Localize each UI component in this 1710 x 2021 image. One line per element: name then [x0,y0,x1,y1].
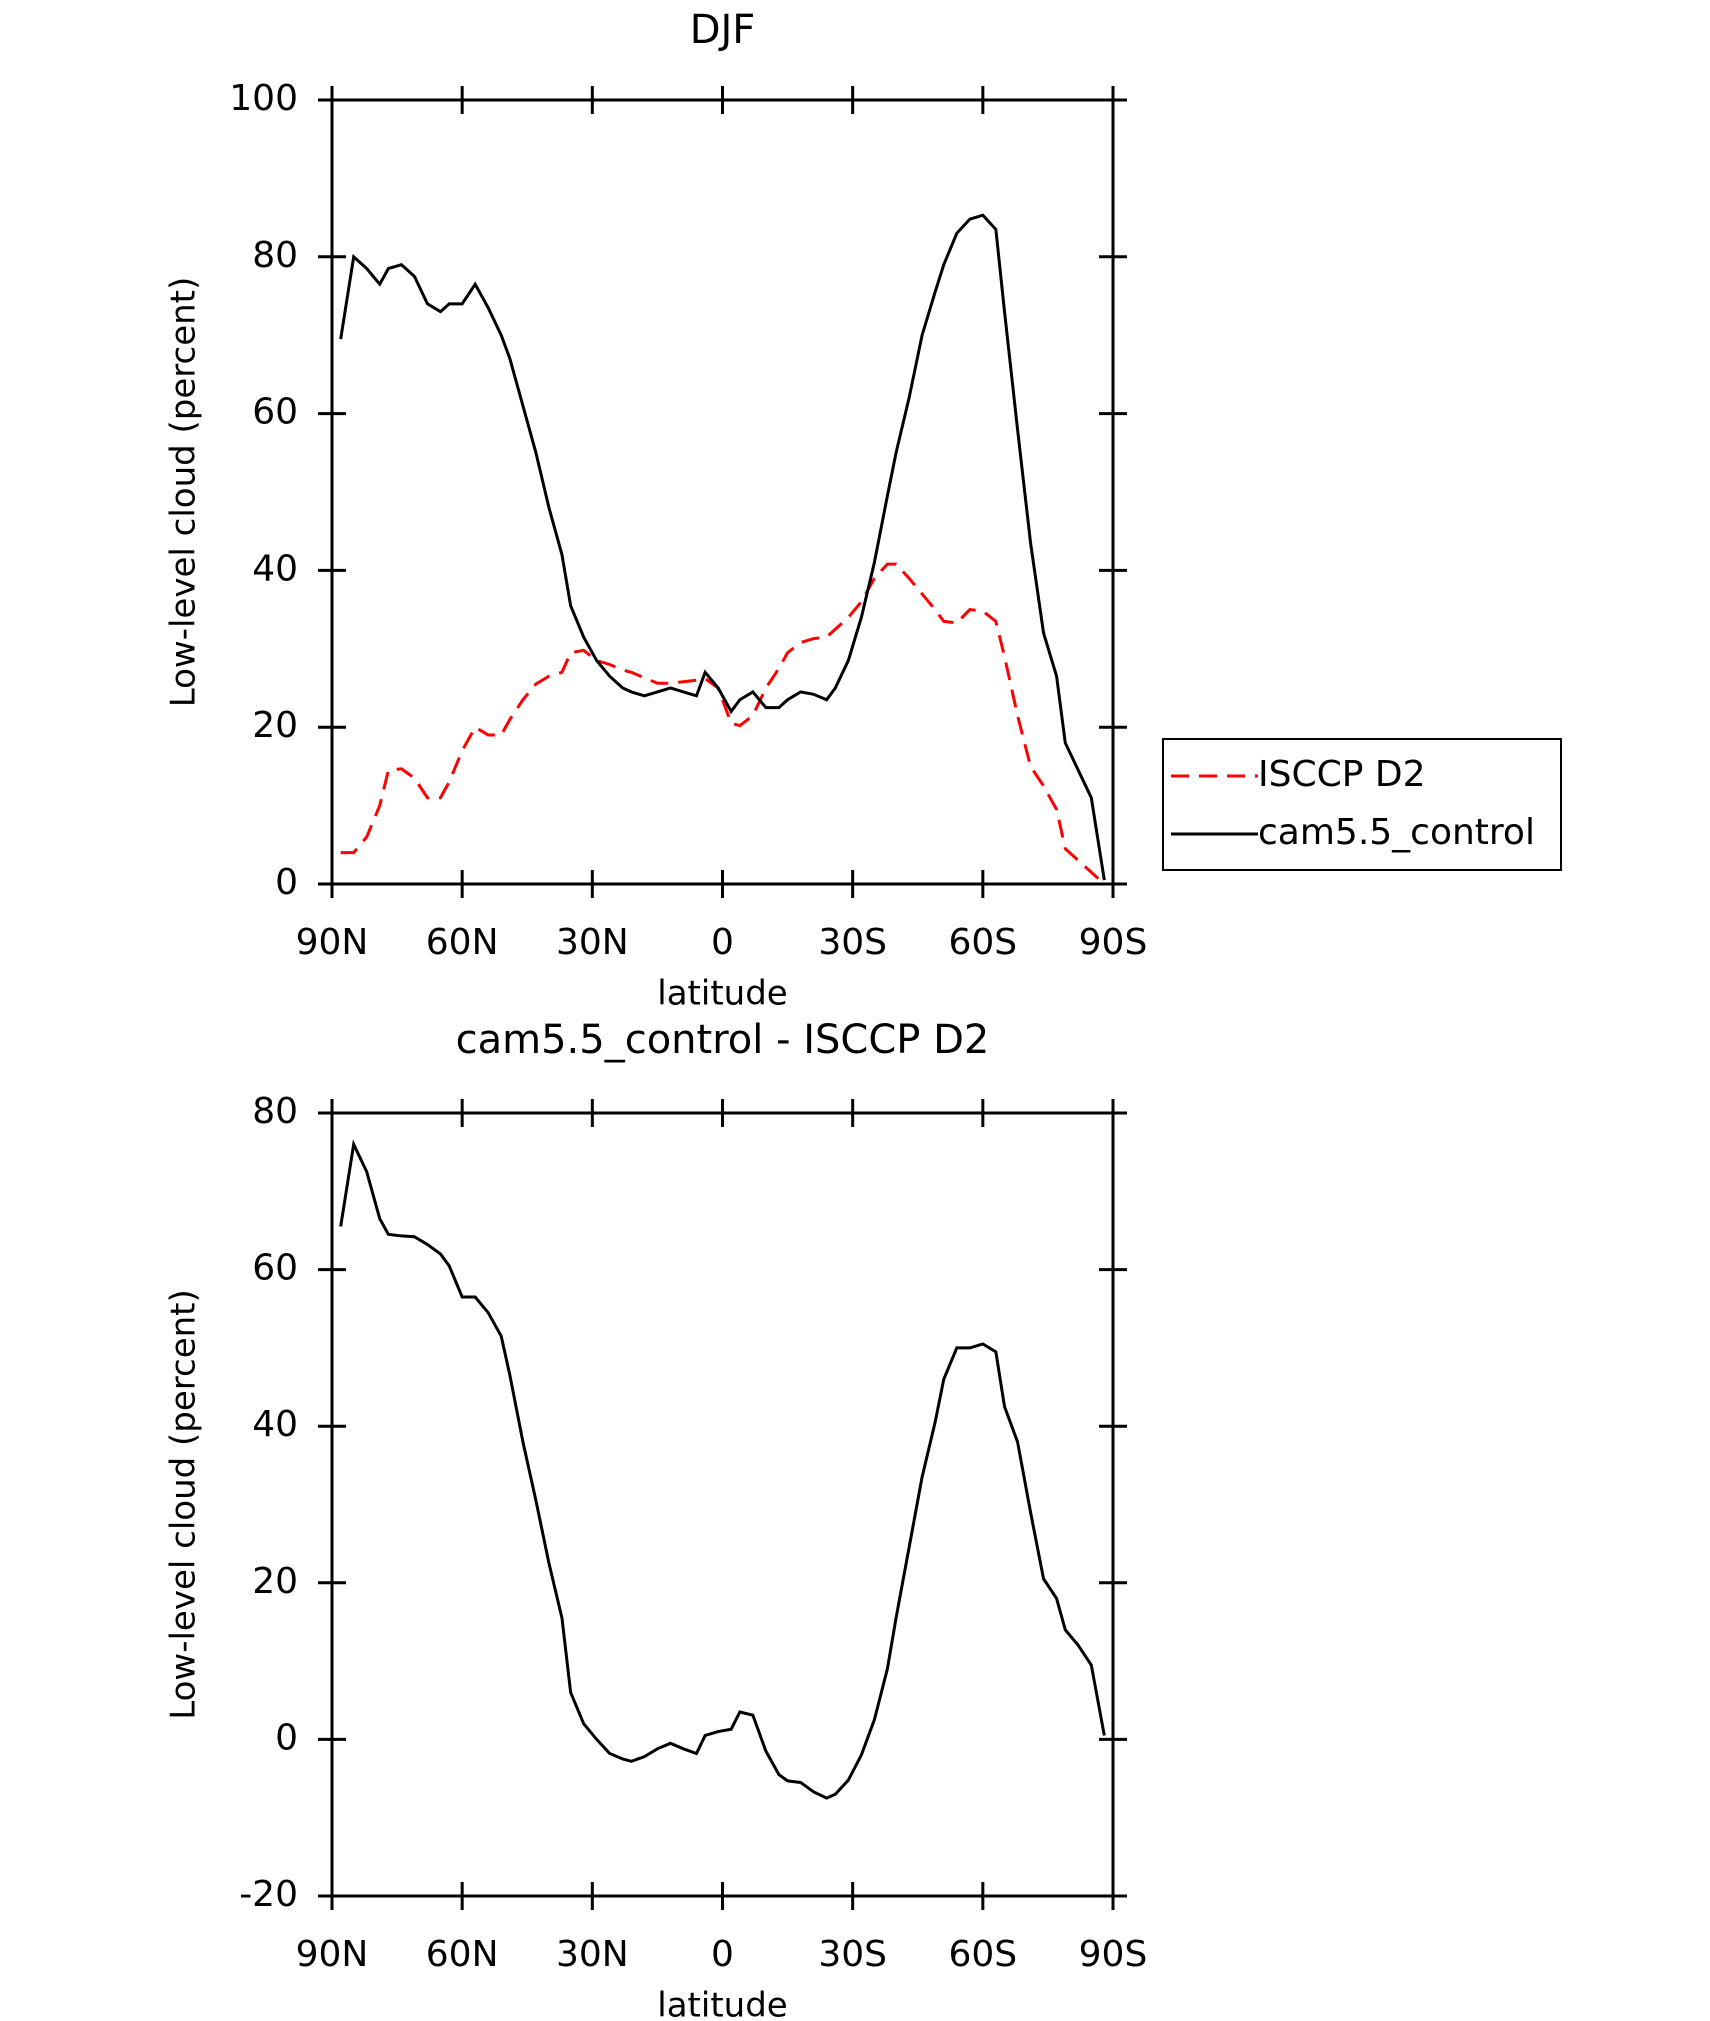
series-line [340,562,1106,886]
legend-label: cam5.5_control [1258,812,1535,853]
x-tick-label: 30N [556,922,629,963]
x-tick-label: 60N [426,1934,499,1975]
x-tick-label: 60S [948,1934,1017,1975]
y-tick-label: 60 [252,1248,298,1289]
plot-frame [330,98,1115,886]
x-tick-label: 30N [556,1934,629,1975]
x-tick-label: 90N [296,1934,369,1975]
x-tick-label: 60N [426,922,499,963]
legend-box [1162,738,1562,871]
chart-title: cam5.5_control - ISCCP D2 [456,1017,990,1063]
x-tick-label: 60S [948,922,1017,963]
y-tick-label: 60 [252,392,298,433]
x-tick-label: 30S [818,1934,887,1975]
y-tick-label: 40 [252,548,298,589]
y-tick-label: 100 [229,78,298,119]
y-tick-label: 20 [252,1561,298,1602]
y-axis-label: Low-level cloud (percent) [164,1289,204,1720]
chart-title: DJF [690,7,756,53]
y-tick-label: 40 [252,1404,298,1445]
x-tick-label: 0 [711,922,734,963]
series-line [339,213,1106,881]
legend-label: ISCCP D2 [1258,754,1426,795]
plot-frame [330,1111,1115,1898]
series-line [339,1139,1106,1800]
x-tick-label: 90N [296,922,369,963]
y-tick-label: 80 [252,235,298,276]
y-tick-label: 0 [275,862,298,903]
y-tick-label: 20 [252,705,298,746]
x-tick-label: 90S [1079,922,1148,963]
y-axis-label: Low-level cloud (percent) [164,277,204,708]
y-tick-label: 80 [252,1091,298,1132]
x-axis-label: latitude [657,1986,787,2021]
y-tick-label: 0 [275,1717,298,1758]
x-tick-label: 30S [818,922,887,963]
x-tick-label: 90S [1079,1934,1148,1975]
y-tick-label: -20 [239,1874,298,1915]
x-tick-label: 0 [711,1934,734,1975]
x-axis-label: latitude [657,974,787,1014]
